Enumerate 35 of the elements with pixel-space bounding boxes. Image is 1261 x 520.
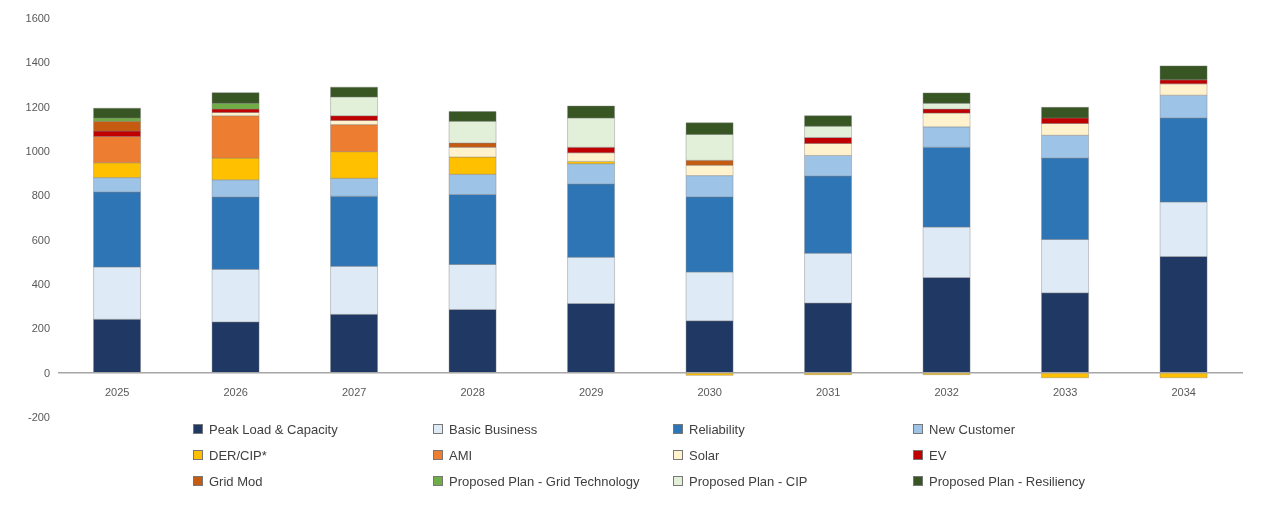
legend-label: DER/CIP* (209, 447, 267, 463)
y-tick-label: 1200 (25, 100, 50, 113)
y-tick-label: -200 (27, 410, 50, 423)
legend-label: Basic Business (449, 421, 538, 437)
y-tick-label: 1400 (25, 56, 50, 69)
y-tick-label: 400 (31, 277, 50, 290)
legend-label: Proposed Plan - CIP (689, 473, 808, 489)
x-tick-label: 2034 (1171, 386, 1196, 399)
legend-label: AMI (449, 447, 473, 463)
legend-label: Proposed Plan - Resiliency (929, 473, 1086, 489)
x-tick-label: 2028 (460, 386, 485, 399)
x-tick-label: 2032 (934, 386, 959, 399)
y-tick-label: 0 (43, 366, 50, 379)
x-tick-label: 2033 (1053, 386, 1078, 399)
bar (1159, 65, 1208, 81)
x-tick-label: 2031 (816, 386, 841, 399)
x-tick-label: 2026 (223, 386, 248, 399)
legend-label: New Customer (929, 421, 1015, 437)
x-tick-label: 2025 (105, 386, 130, 399)
x-tick-label: 2027 (342, 386, 367, 399)
legend-label: Grid Mod (209, 473, 263, 489)
legend-label: Peak Load & Capacity (209, 421, 338, 437)
y-tick-label: 1000 (25, 144, 50, 157)
bar (93, 108, 141, 119)
y-tick-label: 200 (31, 322, 50, 335)
y-tick-label: 600 (31, 233, 50, 246)
y-tick-label: 1600 (25, 11, 50, 24)
x-tick-label: 2030 (697, 386, 722, 399)
legend-label: Proposed Plan - Grid Technology (449, 473, 640, 489)
legend-label: EV (929, 447, 947, 463)
y-tick-label: 800 (31, 189, 50, 202)
bar (567, 152, 615, 162)
x-tick-label: 2029 (579, 386, 604, 399)
legend-label: Solar (689, 447, 720, 463)
legend-label: Reliability (689, 421, 745, 437)
